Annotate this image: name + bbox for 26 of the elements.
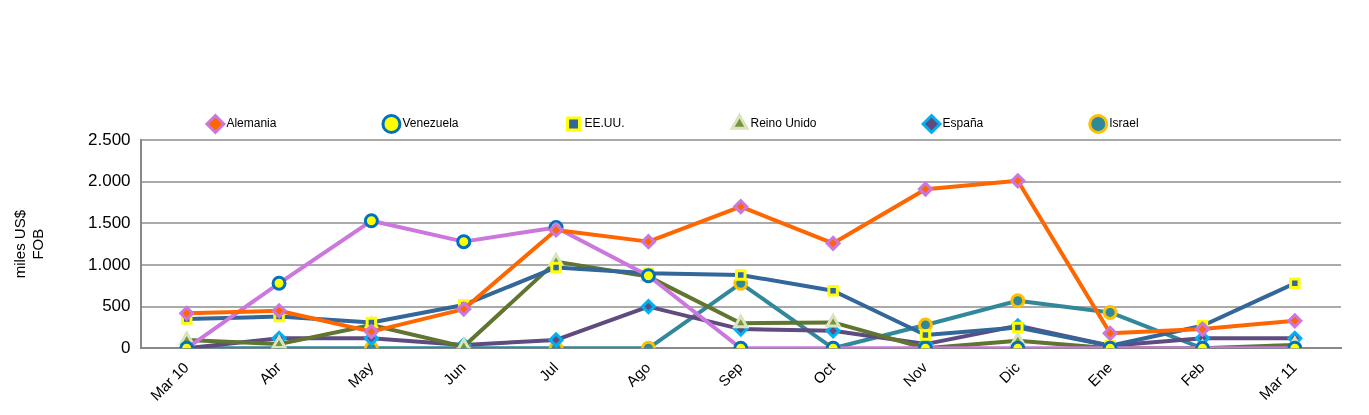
- y-axis-title: miles US$ FOB: [11, 209, 47, 279]
- x-tick-label: Jul: [535, 358, 562, 385]
- x-tick-label: Mar 11: [1255, 358, 1300, 403]
- x-tick-label: Nov: [899, 358, 931, 390]
- x-tick-label: May: [344, 358, 377, 391]
- x-tick-label: Dic: [995, 358, 1024, 386]
- x-tick-label: Feb: [1177, 358, 1208, 389]
- x-tick-label: Jun: [439, 358, 469, 388]
- x-tick-label: Ene: [1084, 358, 1116, 390]
- legend-label: Alemania: [226, 116, 277, 131]
- x-tick-label: Mar 10: [146, 358, 192, 404]
- y-tick-label: 2.500: [87, 129, 131, 149]
- legend-label: España: [942, 116, 984, 131]
- y-tick-label: 1.500: [87, 212, 131, 232]
- legend-label: Venezuela: [402, 116, 459, 131]
- y-tick-label: 2.000: [87, 171, 131, 191]
- y-tick-label: 500: [102, 296, 131, 316]
- x-tick-label: Ago: [622, 358, 654, 390]
- legend-label: EE.UU.: [584, 116, 625, 131]
- x-tick-label: Abr: [255, 358, 285, 388]
- legend-label: Israel: [1109, 116, 1139, 131]
- y-tick-label: 1.000: [87, 254, 131, 274]
- legend-label: Reino Unido: [750, 116, 817, 131]
- y-tick-label: 0: [121, 337, 131, 357]
- x-tick-label: Oct: [809, 358, 839, 388]
- x-tick-label: Sep: [714, 358, 746, 390]
